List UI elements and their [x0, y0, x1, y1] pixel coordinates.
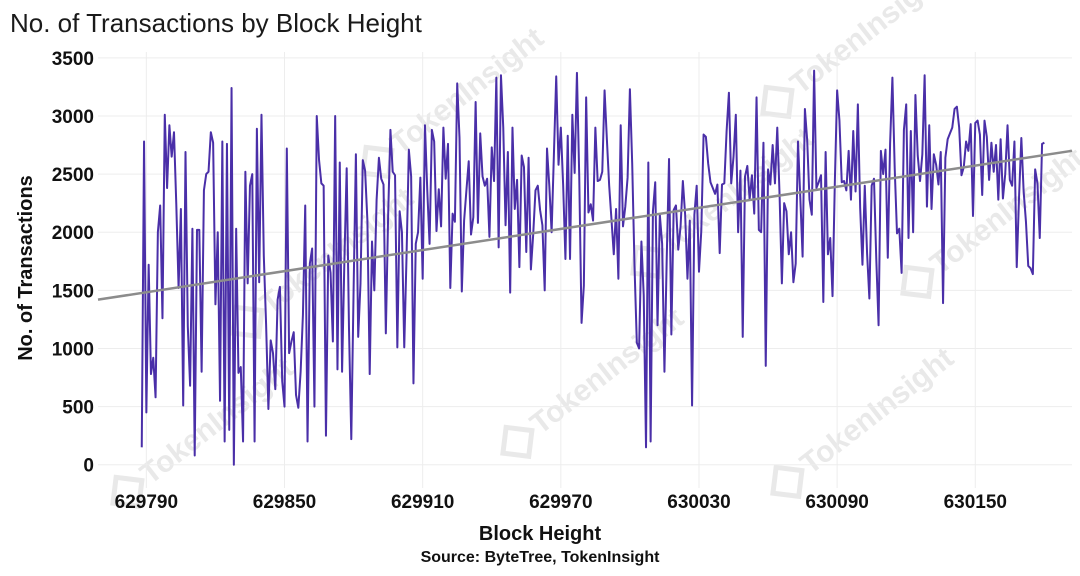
y-tick-label: 2500 [52, 165, 94, 186]
x-tick-label: 629790 [115, 492, 178, 513]
watermark-text: TokenInsight [384, 21, 550, 161]
x-tick-labels: 629790 629850 629910 629970 630030 630090 6301… [115, 492, 1007, 513]
chart-title: No. of Transactions by Block Height [10, 8, 422, 38]
watermark: TokenInsight [900, 141, 1080, 300]
y-tick-label: 0 [83, 456, 94, 477]
x-axis-label: Block Height [479, 523, 602, 545]
trend-layer [97, 149, 1073, 301]
series-line [140, 69, 1045, 466]
x-tick-label: 629850 [253, 492, 316, 513]
source-note: Source: ByteTree, TokenInsight [421, 549, 661, 566]
gridlines [98, 52, 1072, 488]
watermark: TokenInsight [770, 341, 960, 500]
y-tick-label: 500 [62, 398, 94, 419]
watermark-logo-icon [760, 84, 795, 120]
y-tick-label: 2000 [52, 223, 94, 244]
watermark: TokenInsight [760, 0, 950, 120]
watermark-logo-icon [770, 464, 805, 500]
y-tick-label: 1500 [52, 281, 94, 302]
watermark: TokenInsight [500, 301, 690, 460]
watermark-logo-icon [900, 264, 935, 300]
x-tick-label: 630090 [805, 492, 868, 513]
y-tick-label: 3500 [52, 49, 94, 70]
y-tick-label: 3000 [52, 107, 94, 128]
series-layer [140, 69, 1045, 466]
watermark-logo-icon [500, 424, 535, 460]
y-tick-label: 1000 [52, 339, 94, 360]
watermark-text: TokenInsight [794, 341, 960, 481]
trend-line [97, 149, 1073, 301]
y-axis-label: No. of Transactions [15, 175, 37, 361]
x-tick-label: 630150 [944, 492, 1007, 513]
watermark-logo-icon [110, 474, 145, 510]
y-tick-labels: 0 500 1000 1500 2000 2500 3000 3500 [52, 49, 94, 477]
x-tick-label: 629970 [529, 492, 592, 513]
x-tick-label: 629910 [391, 492, 454, 513]
x-tick-label: 630030 [667, 492, 730, 513]
